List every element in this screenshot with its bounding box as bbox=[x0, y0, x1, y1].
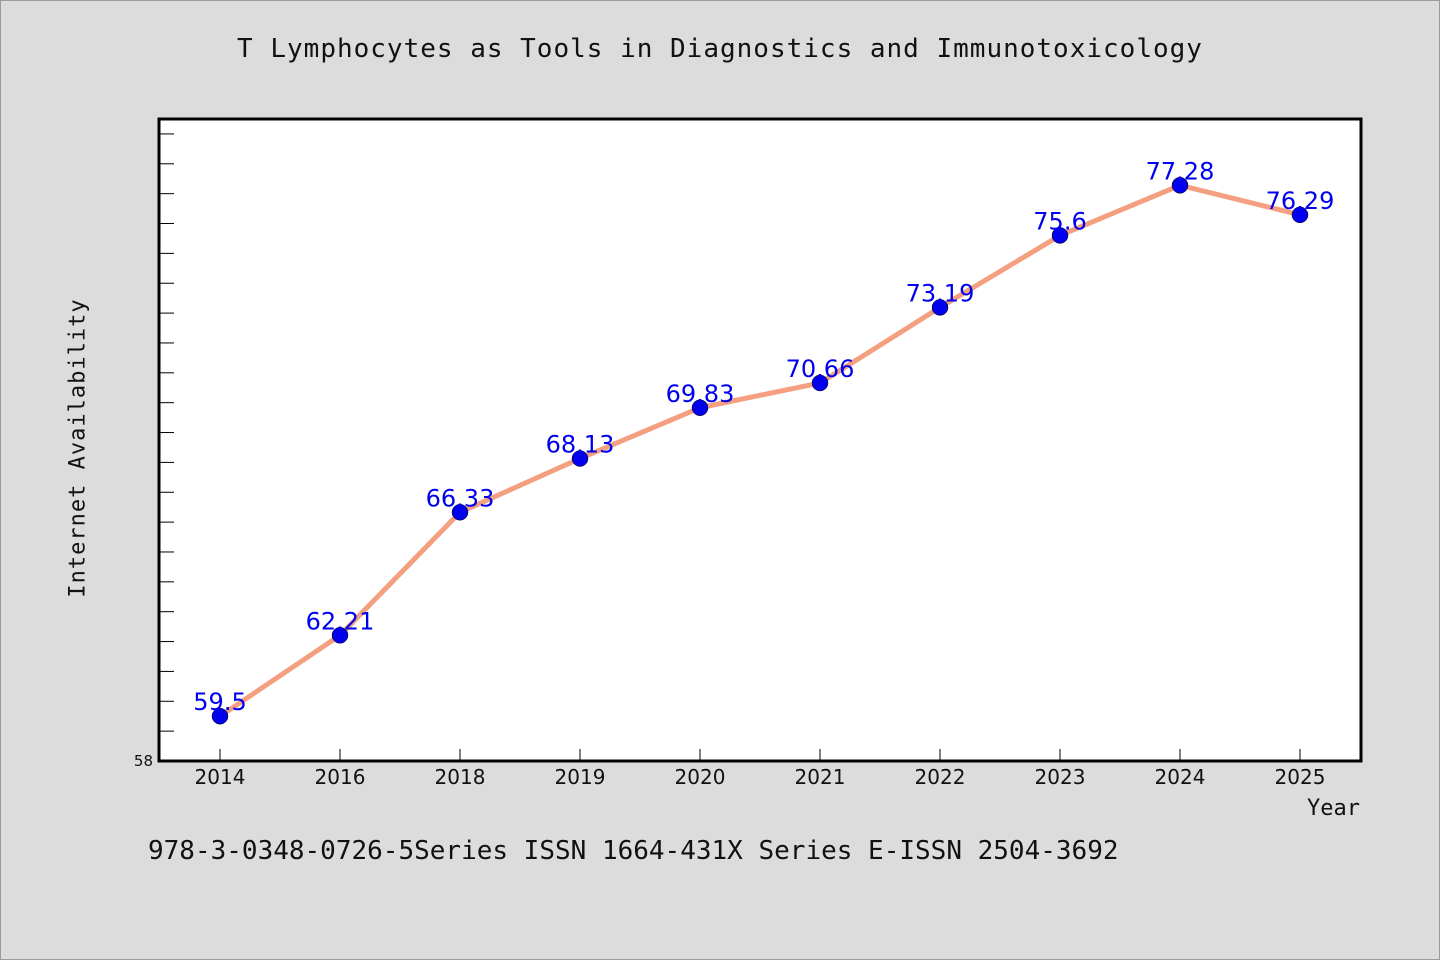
data-label: 70.66 bbox=[786, 355, 855, 383]
data-label: 62.21 bbox=[306, 607, 375, 635]
chart-title: T Lymphocytes as Tools in Diagnostics an… bbox=[237, 34, 1203, 64]
x-axis-label: Year bbox=[1307, 796, 1360, 821]
x-tick-label: 2021 bbox=[795, 765, 846, 789]
y-tick-label: 58 bbox=[134, 752, 153, 770]
data-point bbox=[931, 299, 949, 316]
data-label: 77.28 bbox=[1146, 157, 1215, 185]
data-label: 76.29 bbox=[1266, 187, 1335, 215]
x-tick-label: 2018 bbox=[435, 765, 486, 789]
x-tick-label: 2022 bbox=[915, 765, 966, 789]
data-label: 59.5 bbox=[193, 688, 246, 716]
data-point bbox=[331, 627, 349, 644]
x-tick-label: 2020 bbox=[675, 765, 726, 789]
data-point bbox=[691, 399, 709, 417]
data-point bbox=[1291, 206, 1309, 224]
data-point bbox=[211, 707, 229, 725]
x-tick-label: 2023 bbox=[1035, 765, 1086, 789]
x-tick-label: 2025 bbox=[1275, 765, 1326, 789]
data-label: 66.33 bbox=[426, 484, 495, 512]
data-point bbox=[571, 450, 589, 467]
series-line bbox=[217, 182, 1303, 719]
data-label: 69.83 bbox=[666, 380, 735, 408]
y-axis-ticks: 58 bbox=[134, 133, 174, 770]
x-tick-label: 2016 bbox=[315, 765, 366, 789]
plot-area bbox=[157, 117, 1363, 763]
data-label: 75.6 bbox=[1033, 207, 1086, 235]
x-tick-label: 2024 bbox=[1155, 765, 1206, 789]
data-point bbox=[1051, 227, 1069, 244]
data-point bbox=[1171, 177, 1189, 194]
series-layer: 59.5 62.21 66.33 68.13 69.83 70.66 73.19 75.6 77… bbox=[193, 157, 1335, 725]
x-tick-label: 2014 bbox=[195, 765, 246, 789]
x-tick-label: 2019 bbox=[555, 765, 606, 789]
data-point bbox=[451, 504, 469, 521]
data-label: 73.19 bbox=[906, 279, 975, 307]
footer-isbn-text: 978-3-0348-0726-5Series ISSN 1664-431X S… bbox=[148, 836, 1119, 866]
x-axis-ticks: 2014 2016 2018 2019 2020 2021 2022 2023 2024 2025 bbox=[195, 749, 1326, 789]
data-point bbox=[811, 374, 829, 392]
data-label: 68.13 bbox=[546, 431, 615, 459]
